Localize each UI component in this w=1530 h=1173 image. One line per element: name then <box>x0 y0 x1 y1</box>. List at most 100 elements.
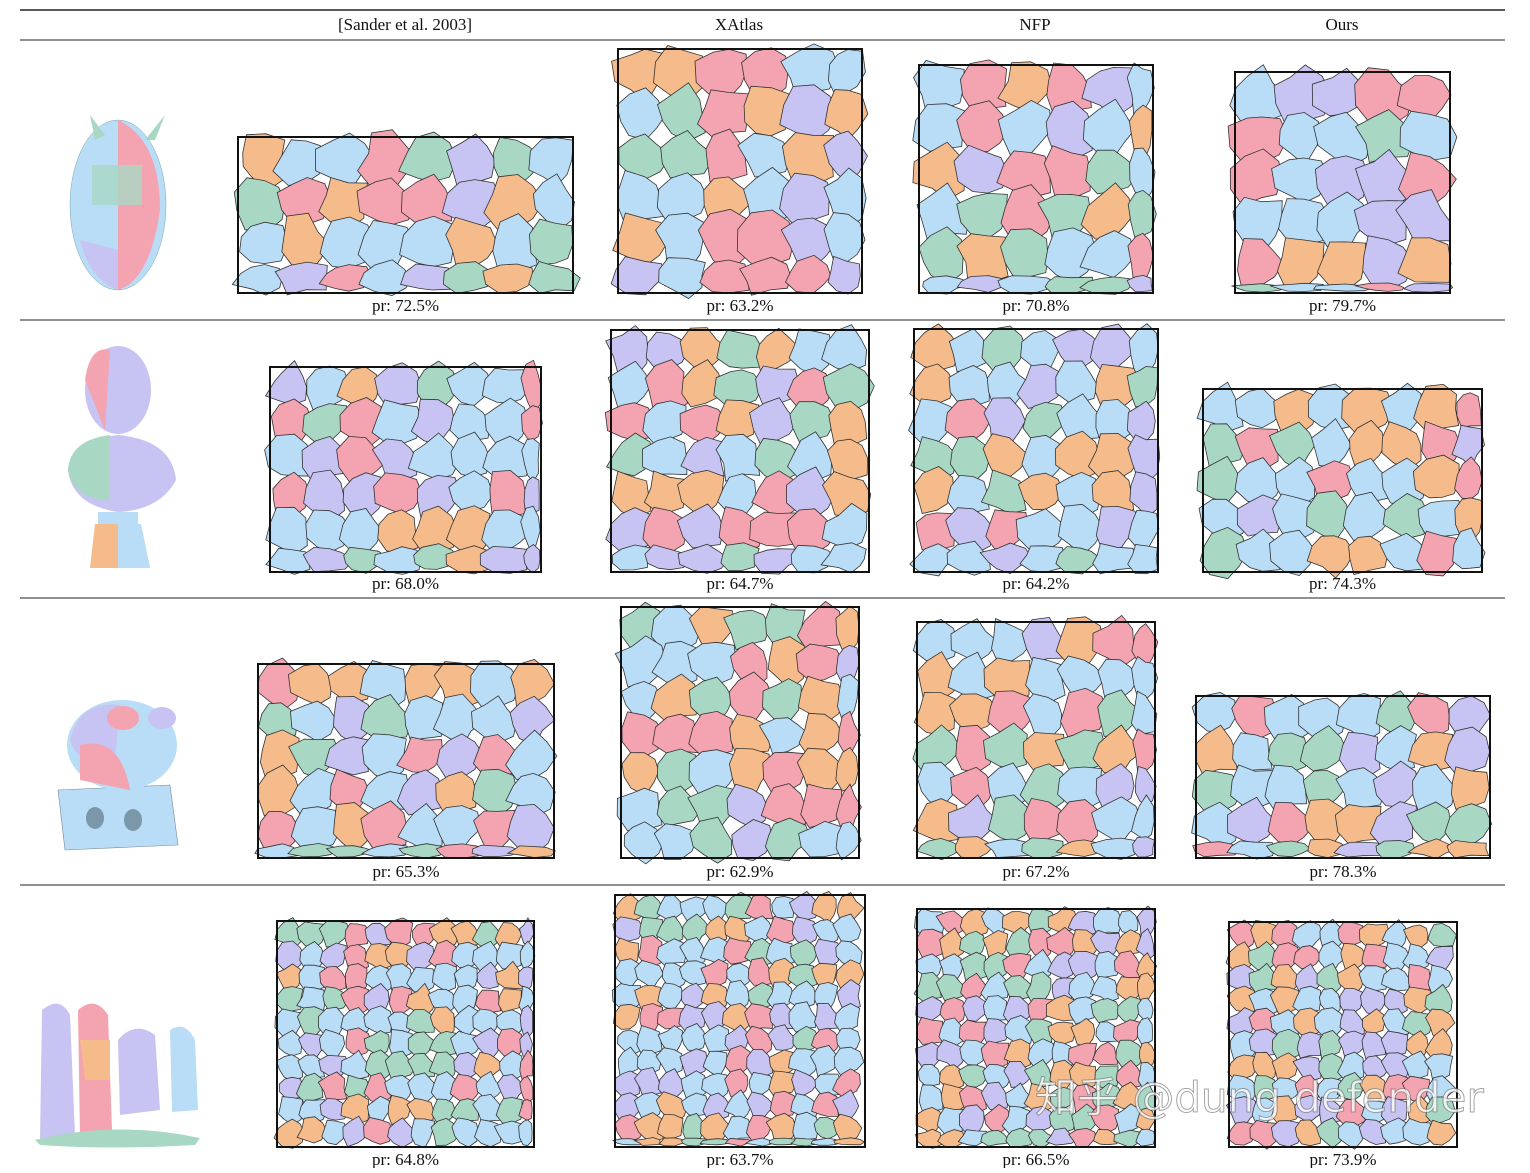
uv-chart <box>1079 230 1136 279</box>
uv-chart <box>451 1117 480 1148</box>
uv-chart <box>790 1137 818 1147</box>
uv-chart <box>827 255 861 295</box>
uv-chart <box>1097 658 1140 700</box>
uv-chart <box>1452 527 1486 570</box>
column-header: XAtlas <box>715 15 763 34</box>
uv-chart <box>389 986 413 1015</box>
uv-chart <box>835 821 862 861</box>
uv-chart <box>653 823 697 860</box>
uv-chart <box>1316 962 1345 996</box>
uv-chart <box>915 1016 944 1046</box>
uv-chart <box>767 1024 798 1051</box>
uv-chart <box>1444 726 1491 775</box>
uv-chart <box>796 600 843 652</box>
uv-chart <box>482 263 534 294</box>
uv-atlas <box>913 905 1158 1149</box>
uv-chart <box>1425 945 1454 974</box>
uv-chart <box>922 275 975 295</box>
uv-chart <box>1360 986 1387 1015</box>
uv-chart <box>694 48 747 99</box>
uv-chart <box>984 838 1033 858</box>
uv-chart <box>431 1098 456 1123</box>
uv-chart <box>912 724 962 774</box>
uv-chart <box>959 930 986 959</box>
uv-chart <box>771 895 795 919</box>
uv-chart <box>955 724 996 774</box>
uv-chart <box>1118 910 1139 934</box>
uv-chart <box>450 1098 480 1123</box>
uv-chart <box>944 398 991 442</box>
uv-chart <box>239 221 289 265</box>
uv-chart <box>1017 472 1064 511</box>
uv-chart <box>913 691 956 736</box>
uv-chart <box>1339 988 1363 1014</box>
uv-chart <box>981 325 1027 373</box>
models <box>35 115 200 1148</box>
uv-chart <box>497 988 522 1013</box>
uv-chart <box>612 212 670 267</box>
uv-chart <box>744 893 774 920</box>
uv-chart <box>1396 75 1452 123</box>
uv-chart <box>1087 433 1142 480</box>
packing-ratio: pr: 72.5% <box>372 296 439 315</box>
uv-chart <box>764 817 812 862</box>
uv-chart <box>1424 1053 1454 1081</box>
uv-chart <box>518 966 534 992</box>
uv-chart <box>636 1025 663 1055</box>
uv-chart <box>265 506 308 556</box>
uv-chart <box>789 401 836 443</box>
uv-chart <box>1454 456 1483 500</box>
uv-chart <box>319 942 347 969</box>
uv-atlas <box>1225 918 1458 1150</box>
uv-chart <box>410 1118 436 1149</box>
uv-chart <box>1382 942 1411 974</box>
uv-chart <box>1358 965 1389 992</box>
uv-chart <box>1278 112 1323 166</box>
uv-chart <box>1089 975 1119 1003</box>
uv-chart <box>656 785 704 827</box>
uv-chart <box>387 1117 417 1149</box>
uv-chart <box>1136 1017 1153 1045</box>
uv-chart <box>680 436 725 477</box>
uv-chart <box>731 819 773 862</box>
uv-chart <box>700 958 729 989</box>
atlases <box>231 43 1493 1150</box>
uv-chart <box>519 1004 534 1039</box>
uv-chart <box>1021 616 1065 663</box>
uv-chart <box>1413 383 1460 432</box>
uv-chart <box>1079 276 1134 295</box>
uv-chart <box>746 1048 774 1078</box>
uv-chart <box>287 663 333 706</box>
uv-chart <box>676 503 725 549</box>
uv-chart <box>913 466 955 514</box>
uv-chart <box>1407 838 1458 860</box>
uv-chart <box>528 261 581 294</box>
uv-chart <box>1318 1030 1343 1060</box>
uv-chart <box>786 466 836 519</box>
uv-chart <box>1023 1058 1052 1089</box>
uv-chart <box>407 1072 440 1105</box>
uv-chart <box>1044 276 1094 294</box>
uv-atlas <box>254 657 558 859</box>
uv-chart <box>388 1029 413 1058</box>
uv-chart <box>472 1027 502 1061</box>
uv-chart <box>519 1076 534 1104</box>
uv-chart <box>1132 728 1157 773</box>
uv-chart <box>1446 840 1490 859</box>
uv-chart <box>1095 505 1142 553</box>
uv-chart <box>342 1115 368 1148</box>
atlas-frame <box>1202 388 1483 573</box>
packing-ratio: pr: 78.3% <box>1309 862 1376 881</box>
uv-chart <box>1237 238 1285 291</box>
uv-chart <box>1068 971 1097 1003</box>
uv-chart <box>1342 491 1394 541</box>
uv-chart <box>1355 109 1416 164</box>
uv-chart <box>1450 766 1490 810</box>
uv-chart <box>617 1029 643 1057</box>
uv-chart <box>956 275 1012 293</box>
uv-chart <box>637 934 663 968</box>
uv-chart <box>445 216 498 270</box>
uv-chart <box>1412 454 1460 499</box>
uv-chart <box>792 916 820 946</box>
uv-chart <box>744 937 774 967</box>
